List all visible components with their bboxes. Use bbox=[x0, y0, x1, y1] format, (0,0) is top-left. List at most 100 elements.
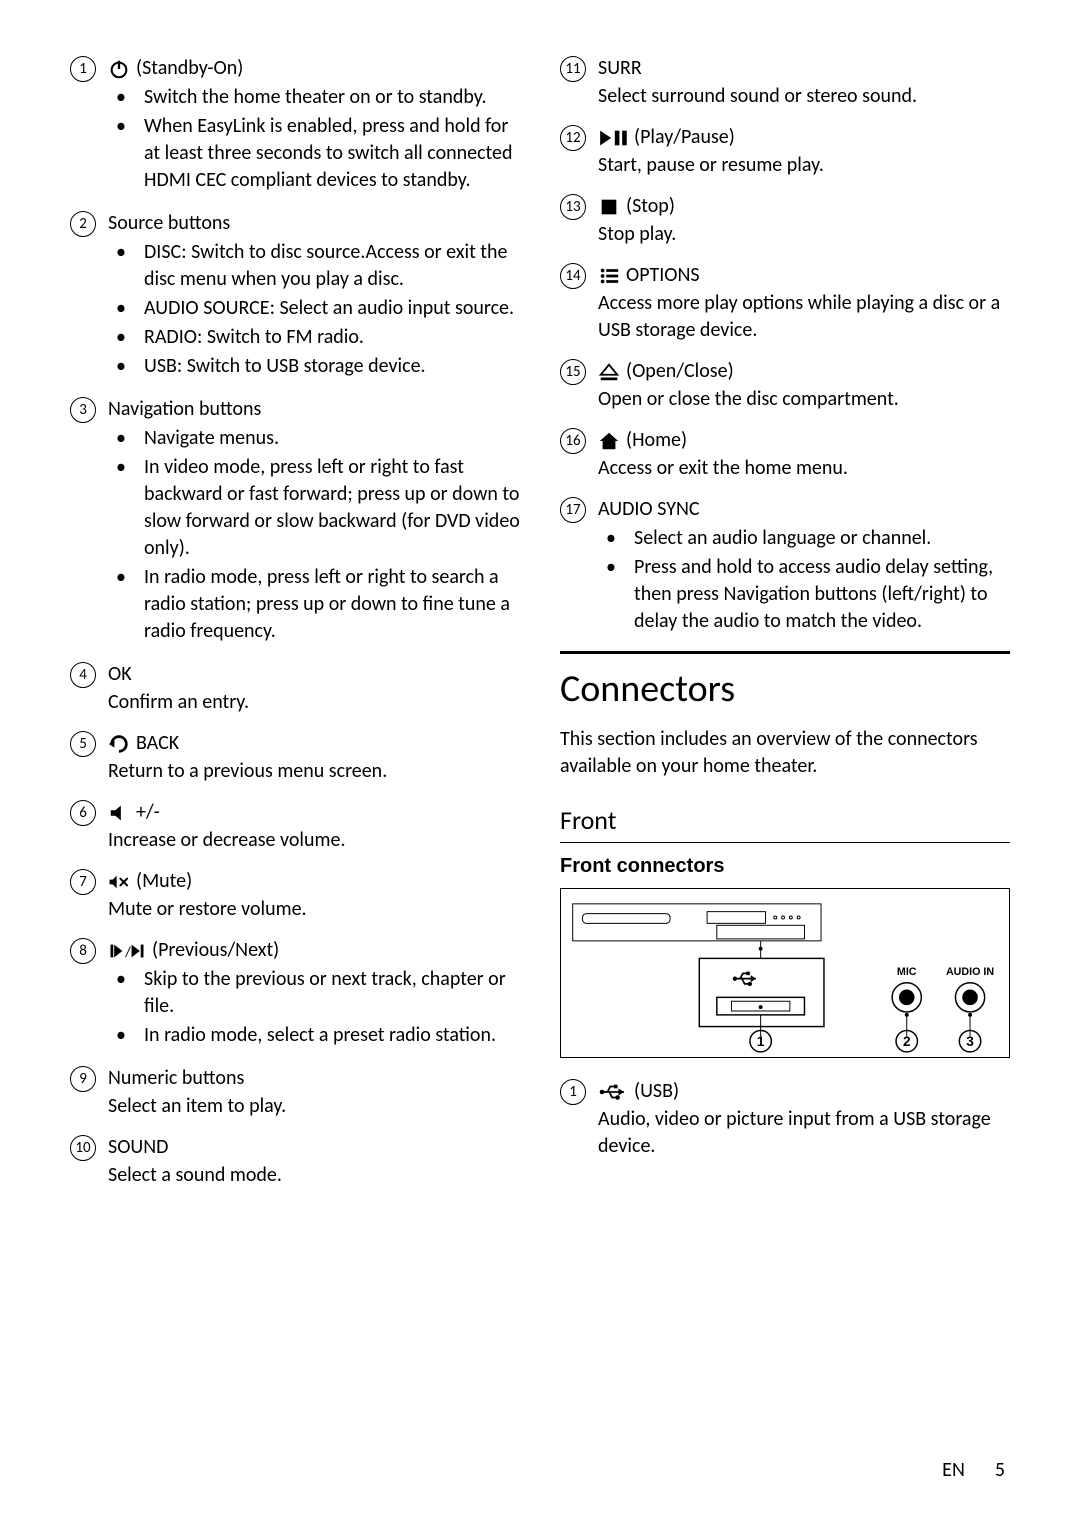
item-label: (Play/Pause) bbox=[634, 124, 735, 151]
item-label: (Previous/Next) bbox=[152, 937, 279, 964]
item-label: (Home) bbox=[626, 427, 687, 454]
bullet-item: DISC: Switch to disc source.Access or ex… bbox=[130, 239, 520, 293]
list-item: 11SURRSelect surround sound or stereo so… bbox=[560, 55, 1010, 110]
bullet-item: AUDIO SOURCE: Select an audio input sour… bbox=[130, 295, 520, 322]
item-label: (USB) bbox=[634, 1078, 679, 1105]
list-item: 5 BACKReturn to a previous menu screen. bbox=[70, 730, 520, 785]
page-footer: EN 5 bbox=[942, 1458, 1005, 1482]
bullet-item: When EasyLink is enabled, press and hold… bbox=[130, 113, 520, 194]
circled-number: 14 bbox=[560, 263, 586, 289]
item-label: (Stop) bbox=[626, 193, 675, 220]
item-label: (Mute) bbox=[136, 868, 192, 895]
item-desc: Access more play options while playing a… bbox=[598, 290, 1010, 344]
section-heading-front-connectors: Front connectors bbox=[560, 855, 1010, 878]
circled-number: 1 bbox=[560, 1079, 586, 1105]
section-heading-front: Front bbox=[560, 804, 1010, 843]
home-icon bbox=[598, 427, 620, 454]
item-label: (Standby-On) bbox=[136, 55, 243, 82]
mute-icon bbox=[108, 868, 130, 895]
list-item: 9 Numeric buttonsSelect an item to play. bbox=[70, 1065, 520, 1120]
bullet-list: Skip to the previous or next track, chap… bbox=[108, 966, 520, 1049]
item-label: Navigation buttons bbox=[108, 396, 261, 423]
list-item: 7 (Mute)Mute or restore volume. bbox=[70, 868, 520, 923]
list-item: 13 (Stop)Stop play. bbox=[560, 193, 1010, 248]
front-connectors-diagram: 1MICAUDIO IN23 bbox=[560, 888, 1010, 1058]
circled-number: 10 bbox=[70, 1135, 96, 1161]
circled-number: 17 bbox=[560, 497, 586, 523]
list-item: 16 (Home)Access or exit the home menu. bbox=[560, 427, 1010, 482]
circled-number: 4 bbox=[70, 662, 96, 688]
item-desc: Increase or decrease volume. bbox=[108, 827, 520, 854]
item-desc: Audio, video or picture input from a USB… bbox=[598, 1106, 1010, 1160]
bullet-list: Switch the home theater on or to standby… bbox=[108, 84, 520, 194]
item-label: Numeric buttons bbox=[108, 1065, 244, 1092]
item-label: Source buttons bbox=[108, 210, 230, 237]
stop-icon bbox=[598, 193, 620, 220]
list-item: 2 Source buttonsDISC: Switch to disc sour… bbox=[70, 210, 520, 382]
list-item: 1 (Standby-On)Switch the home theater on… bbox=[70, 55, 520, 196]
list-item: 14 OPTIONSAccess more play options while… bbox=[560, 262, 1010, 344]
svg-text:2: 2 bbox=[903, 1034, 911, 1049]
vol-icon bbox=[108, 799, 130, 826]
item-desc: Select an item to play. bbox=[108, 1093, 520, 1120]
circled-number: 2 bbox=[70, 211, 96, 237]
two-column-layout: 1 (Standby-On)Switch the home theater on… bbox=[70, 55, 1010, 1203]
item-desc: Open or close the disc compartment. bbox=[598, 386, 1010, 413]
power-icon bbox=[108, 55, 130, 82]
item-desc: Mute or restore volume. bbox=[108, 896, 520, 923]
section-intro: This section includes an overview of the… bbox=[560, 726, 1010, 780]
list-item: 10 SOUNDSelect a sound mode. bbox=[70, 1134, 520, 1189]
circled-number: 16 bbox=[560, 428, 586, 454]
right-column: 11SURRSelect surround sound or stereo so… bbox=[560, 55, 1010, 1203]
bullet-item: Skip to the previous or next track, chap… bbox=[130, 966, 520, 1020]
playpause-icon bbox=[598, 124, 628, 151]
circled-number: 11 bbox=[560, 56, 586, 82]
bullet-item: Navigate menus. bbox=[130, 425, 520, 452]
item-label: +/- bbox=[136, 799, 160, 826]
svg-text:3: 3 bbox=[966, 1034, 974, 1049]
bullet-item: Press and hold to access audio delay set… bbox=[620, 554, 1010, 635]
list-item: 6 +/-Increase or decrease volume. bbox=[70, 799, 520, 854]
list-item: 8 / (Previous/Next)Skip to the previous o… bbox=[70, 937, 520, 1051]
circled-number: 13 bbox=[560, 194, 586, 220]
connector-item: 1 (USB)Audio, video or picture input fro… bbox=[560, 1078, 1010, 1160]
item-label: AUDIO SYNC bbox=[598, 496, 700, 523]
list-item: 4OKConfirm an entry. bbox=[70, 661, 520, 716]
item-desc: Start, pause or resume play. bbox=[598, 152, 1010, 179]
circled-number: 9 bbox=[70, 1066, 96, 1092]
item-label: BACK bbox=[136, 730, 179, 757]
prevnext-icon: / bbox=[108, 937, 146, 964]
list-item: 12 (Play/Pause)Start, pause or resume pl… bbox=[560, 124, 1010, 179]
circled-number: 6 bbox=[70, 800, 96, 826]
circled-number: 1 bbox=[70, 56, 96, 82]
item-desc: Stop play. bbox=[598, 221, 1010, 248]
footer-lang: EN bbox=[942, 1458, 965, 1482]
bullet-item: In video mode, press left or right to fa… bbox=[130, 454, 520, 562]
item-label: (Open/Close) bbox=[626, 358, 734, 385]
bullet-item: Switch the home theater on or to standby… bbox=[130, 84, 520, 111]
svg-text:1: 1 bbox=[757, 1034, 765, 1049]
circled-number: 3 bbox=[70, 397, 96, 423]
bullet-item: In radio mode, press left or right to se… bbox=[130, 564, 520, 645]
bullet-item: In radio mode, select a preset radio sta… bbox=[130, 1022, 520, 1049]
options-icon bbox=[598, 262, 620, 289]
bullet-list: Navigate menus.In video mode, press left… bbox=[108, 425, 520, 645]
circled-number: 7 bbox=[70, 869, 96, 895]
bullet-list: Select an audio language or channel.Pres… bbox=[598, 525, 1010, 635]
bullet-item: USB: Switch to USB storage device. bbox=[130, 353, 520, 380]
list-item: 3 Navigation buttonsNavigate menus.In vid… bbox=[70, 396, 520, 647]
bullet-item: RADIO: Switch to FM radio. bbox=[130, 324, 520, 351]
bullet-item: Select an audio language or channel. bbox=[620, 525, 1010, 552]
item-label: SOUND bbox=[108, 1134, 168, 1161]
section-heading-connectors: Connectors bbox=[560, 651, 1010, 712]
eject-icon bbox=[598, 358, 620, 385]
left-column: 1 (Standby-On)Switch the home theater on… bbox=[70, 55, 520, 1203]
circled-number: 5 bbox=[70, 731, 96, 757]
list-item: 15 (Open/Close)Open or close the disc co… bbox=[560, 358, 1010, 413]
circled-number: 8 bbox=[70, 938, 96, 964]
item-desc: Access or exit the home menu. bbox=[598, 455, 1010, 482]
back-icon bbox=[108, 730, 130, 757]
item-desc: Select a sound mode. bbox=[108, 1162, 520, 1189]
usb-icon bbox=[598, 1078, 628, 1105]
svg-text:MIC: MIC bbox=[897, 966, 917, 978]
